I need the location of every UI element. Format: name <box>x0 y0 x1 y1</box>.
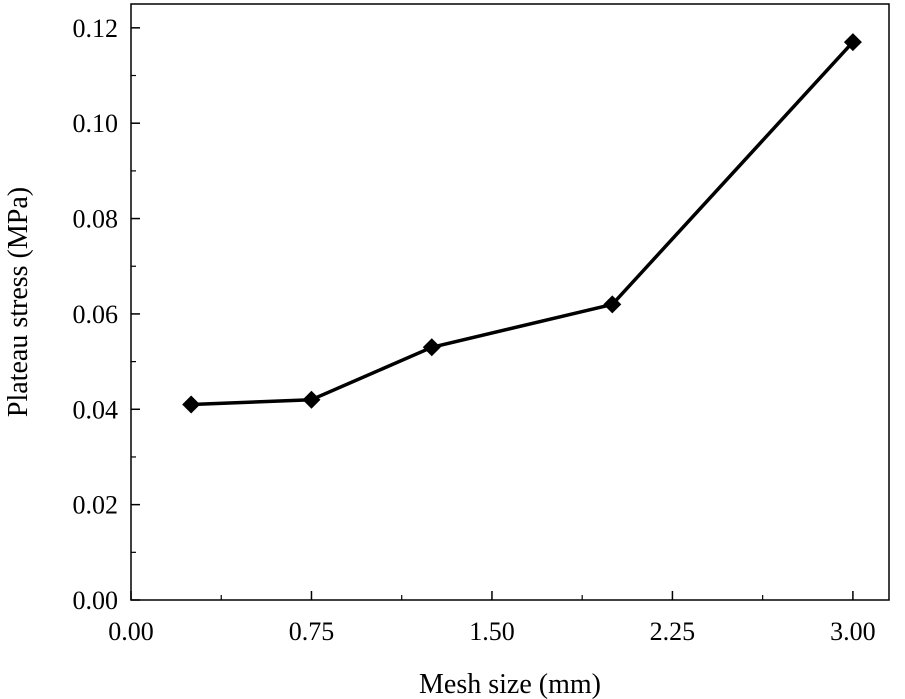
data-point-marker <box>843 33 862 52</box>
series-line <box>191 40 855 407</box>
x-tick-label: 0.75 <box>289 617 335 646</box>
data-point-marker <box>422 338 441 357</box>
x-tick-label: 0.00 <box>108 617 154 646</box>
series <box>182 33 862 414</box>
y-tick-label: 0.04 <box>73 395 119 424</box>
data-point-marker <box>182 395 201 414</box>
data-point-marker <box>302 390 321 409</box>
y-axis-title: Plateau stress (MPa) <box>3 187 34 417</box>
data-point-marker <box>603 295 622 314</box>
x-tick-label: 2.25 <box>650 617 696 646</box>
axes <box>130 3 890 601</box>
x-tick-label: 1.50 <box>469 617 515 646</box>
x-axis-title: Mesh size (mm) <box>419 669 601 699</box>
y-tick-label: 0.10 <box>73 109 119 138</box>
ticks: 0.00 0.75 1.50 2.25 3.00 0.00 0.02 0.04 0.06 0.08… <box>73 14 876 646</box>
y-tick-label: 0.00 <box>73 586 119 615</box>
y-tick-label: 0.06 <box>73 300 119 329</box>
y-tick-label: 0.08 <box>73 205 119 234</box>
y-tick-label: 0.12 <box>73 14 119 43</box>
y-tick-label: 0.02 <box>73 491 119 520</box>
plot-frame <box>130 3 890 601</box>
x-tick-label: 3.00 <box>830 617 876 646</box>
